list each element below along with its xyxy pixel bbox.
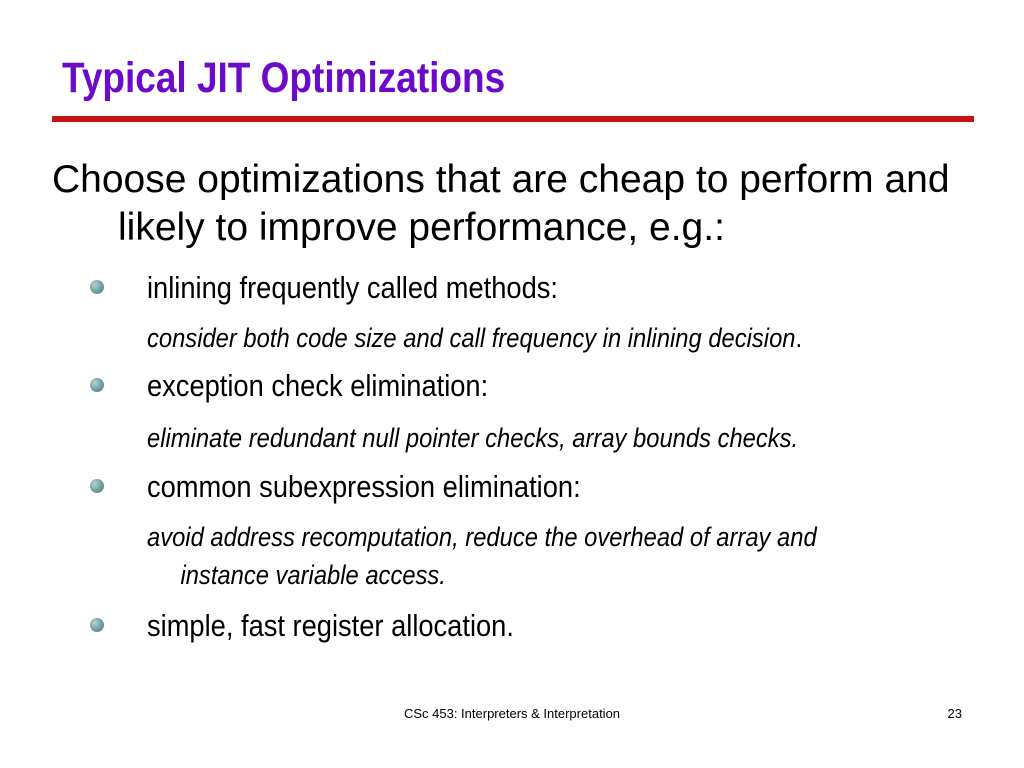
bullet-label: simple, fast register allocation.	[147, 608, 514, 643]
note-suffix: .	[795, 323, 803, 353]
bullet-dot-icon	[90, 479, 104, 493]
intro-paragraph: Choose optimizations that are cheap to p…	[52, 158, 950, 249]
page-number: 23	[947, 706, 962, 721]
bullet-dot-icon	[90, 378, 104, 392]
title-divider	[52, 116, 974, 122]
bullet-item-cse: common subexpression elimination:	[90, 467, 970, 511]
bullet-item-inlining: inlining frequently called methods:	[90, 268, 970, 312]
note-line-continued: instance variable access.	[180, 560, 446, 590]
bullet-label: inlining frequently called methods:	[147, 270, 558, 305]
bullet-dot-icon	[90, 618, 104, 632]
bullet-label: common subexpression elimination:	[147, 469, 581, 504]
bullet-item-register-allocation: simple, fast register allocation.	[90, 606, 970, 650]
bullet-note-exception-check: eliminate redundant null pointer checks,…	[147, 423, 799, 453]
note-text: consider both code size and call frequen…	[147, 323, 796, 353]
bullet-note-inlining: consider both code size and call frequen…	[147, 319, 869, 357]
slide-title: Typical JIT Optimizations	[62, 54, 506, 102]
bullet-item-exception-check: exception check elimination:	[90, 366, 970, 410]
bullet-dot-icon	[90, 280, 104, 294]
note-line: avoid address recomputation, reduce the …	[147, 522, 817, 552]
bullet-label: exception check elimination:	[147, 368, 489, 403]
footer-course: CSc 453: Interpreters & Interpretation	[403, 706, 621, 721]
bullet-note-cse: avoid address recomputation, reduce the …	[147, 518, 869, 594]
